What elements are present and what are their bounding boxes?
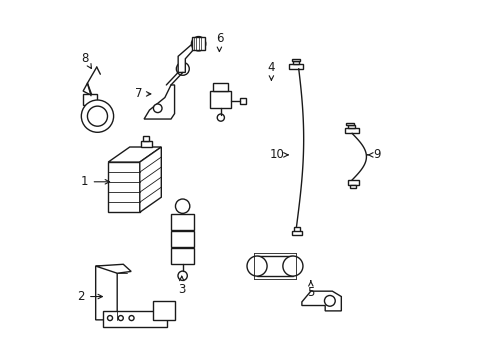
Circle shape — [282, 256, 303, 276]
Circle shape — [178, 271, 187, 280]
Polygon shape — [140, 147, 161, 212]
Polygon shape — [83, 83, 92, 96]
Circle shape — [176, 62, 189, 75]
Polygon shape — [153, 301, 174, 320]
Text: 4: 4 — [267, 60, 275, 80]
Polygon shape — [102, 311, 167, 327]
Circle shape — [129, 316, 134, 320]
Bar — [293, 226, 299, 232]
Circle shape — [191, 37, 205, 51]
Polygon shape — [144, 85, 174, 119]
Bar — [171, 248, 194, 264]
Polygon shape — [108, 147, 161, 162]
Text: 2: 2 — [78, 290, 102, 303]
Bar — [143, 136, 149, 140]
Bar — [346, 123, 353, 126]
Text: 9: 9 — [367, 148, 380, 161]
Polygon shape — [96, 266, 117, 320]
Bar — [83, 94, 97, 105]
Circle shape — [324, 296, 335, 306]
Polygon shape — [96, 264, 131, 273]
Text: 3: 3 — [178, 276, 185, 296]
Text: 8: 8 — [81, 51, 91, 68]
Polygon shape — [301, 291, 341, 311]
Polygon shape — [108, 162, 140, 212]
Bar — [239, 98, 246, 104]
Text: 5: 5 — [306, 281, 314, 300]
Circle shape — [107, 316, 112, 320]
Bar — [292, 231, 301, 234]
Bar — [210, 91, 231, 108]
Polygon shape — [178, 44, 197, 72]
Circle shape — [153, 104, 162, 113]
Bar — [141, 140, 151, 147]
Text: 6: 6 — [215, 32, 223, 51]
Bar — [348, 126, 354, 129]
Bar — [292, 61, 299, 64]
Bar — [213, 83, 228, 91]
Bar — [257, 256, 292, 276]
Bar — [289, 64, 303, 69]
Bar — [171, 214, 194, 230]
Bar — [349, 185, 356, 188]
Bar — [191, 37, 205, 50]
Circle shape — [217, 114, 224, 121]
Text: 7: 7 — [135, 87, 150, 100]
Bar — [171, 231, 194, 247]
Text: 1: 1 — [81, 175, 109, 188]
Bar — [291, 59, 299, 61]
Circle shape — [175, 199, 189, 213]
Circle shape — [87, 106, 107, 126]
Bar — [348, 180, 359, 185]
Circle shape — [118, 316, 123, 320]
Circle shape — [246, 256, 266, 276]
Text: 10: 10 — [269, 148, 287, 161]
Circle shape — [81, 100, 113, 132]
Bar — [344, 129, 358, 134]
